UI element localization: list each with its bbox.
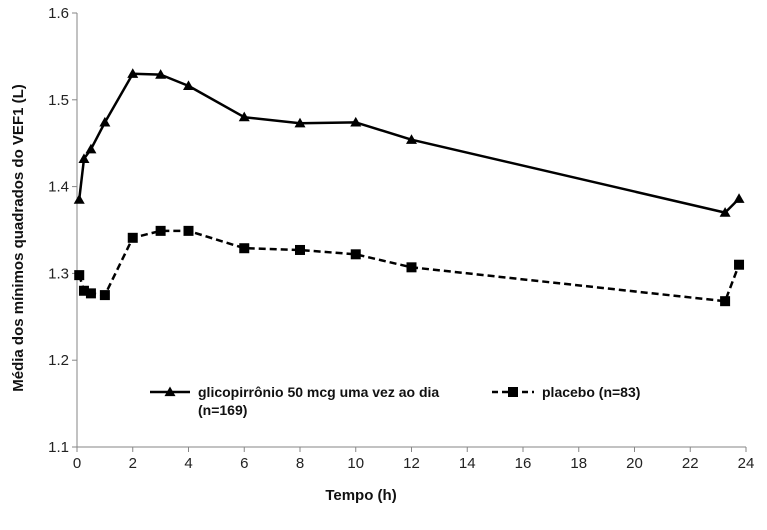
data-point bbox=[406, 134, 417, 144]
legend-entry-1: glicopirrônio 50 mcg uma vez ao dia (n=16… bbox=[150, 384, 439, 418]
x-tick-label: 14 bbox=[459, 455, 476, 472]
x-tick-label: 12 bbox=[403, 455, 420, 472]
series-2 bbox=[74, 225, 745, 307]
x-tick-label: 24 bbox=[738, 455, 755, 472]
data-point bbox=[239, 243, 250, 254]
data-point bbox=[350, 249, 361, 260]
data-point bbox=[733, 193, 745, 203]
x-tick-label: 16 bbox=[515, 455, 532, 472]
legend-label: glicopirrônio 50 mcg uma vez ao dia bbox=[198, 384, 439, 400]
x-tick-label: 2 bbox=[129, 455, 137, 472]
data-point bbox=[183, 80, 194, 91]
legend-marker bbox=[508, 387, 518, 397]
data-point bbox=[406, 262, 417, 273]
x-tick-label: 8 bbox=[296, 455, 304, 472]
x-tick-label: 22 bbox=[682, 455, 699, 472]
axes: 1.11.21.31.41.51.60 2 4 6 8 10 12 14 16 18 20 22 24 bbox=[48, 5, 754, 472]
data-point bbox=[295, 244, 305, 255]
x-tick-label: 10 bbox=[347, 455, 364, 472]
x-tick-label: 4 bbox=[184, 455, 192, 472]
data-point bbox=[183, 225, 194, 236]
data-point bbox=[238, 111, 250, 122]
data-point bbox=[127, 68, 139, 78]
x-tick-label: 18 bbox=[570, 455, 587, 472]
data-point bbox=[127, 232, 138, 243]
data-point bbox=[155, 69, 167, 79]
data-point bbox=[78, 285, 89, 296]
data-point bbox=[294, 117, 306, 128]
y-tick-label: 1.3 bbox=[48, 265, 69, 282]
legend-label: placebo (n=83) bbox=[542, 384, 640, 400]
y-tick-label: 1.1 bbox=[48, 439, 69, 456]
data-point bbox=[73, 194, 85, 204]
y-tick-label: 1.5 bbox=[48, 92, 69, 109]
data-point bbox=[85, 143, 97, 154]
series-layer bbox=[73, 68, 745, 307]
x-tick-label: 6 bbox=[240, 455, 248, 472]
data-point bbox=[720, 296, 731, 307]
legend-marker bbox=[164, 386, 176, 397]
y-axis-title: Média dos mínimos quadrados do VEF1 (L) bbox=[10, 84, 27, 392]
series-1 bbox=[73, 68, 745, 217]
data-point bbox=[155, 225, 166, 236]
data-point bbox=[99, 116, 111, 127]
legend-label: (n=169) bbox=[198, 402, 247, 418]
x-tick-label: 0 bbox=[73, 455, 81, 472]
x-axis-title: Tempo (h) bbox=[325, 487, 396, 504]
legend: glicopirrônio 50 mcg uma vez ao dia (n=16… bbox=[150, 384, 640, 418]
x-tick-label: 20 bbox=[626, 455, 643, 472]
y-tick-label: 1.6 bbox=[48, 5, 69, 22]
data-point bbox=[78, 153, 90, 163]
y-tick-label: 1.4 bbox=[48, 179, 69, 196]
y-tick-label: 1.2 bbox=[48, 352, 69, 369]
data-point bbox=[85, 288, 96, 299]
legend-entry-2: placebo (n=83) bbox=[492, 384, 640, 400]
data-point bbox=[719, 207, 731, 217]
data-point bbox=[734, 259, 745, 270]
data-point bbox=[74, 270, 85, 281]
data-point bbox=[350, 116, 362, 127]
data-point bbox=[99, 290, 110, 301]
